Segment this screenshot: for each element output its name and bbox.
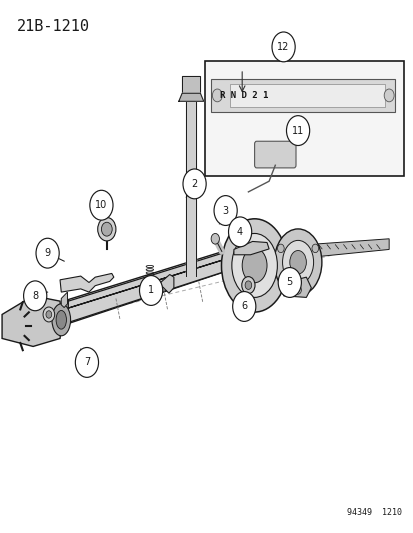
Ellipse shape	[242, 248, 266, 282]
Text: 94349  1210: 94349 1210	[346, 508, 401, 517]
Circle shape	[383, 89, 393, 102]
Text: 5: 5	[286, 278, 292, 287]
Circle shape	[97, 217, 116, 241]
Circle shape	[90, 190, 113, 220]
Polygon shape	[186, 83, 196, 276]
Ellipse shape	[221, 219, 287, 312]
Circle shape	[311, 244, 318, 253]
Circle shape	[183, 169, 206, 199]
Circle shape	[277, 244, 283, 253]
Ellipse shape	[231, 233, 277, 297]
Bar	[211, 79, 394, 112]
Polygon shape	[233, 241, 268, 255]
Circle shape	[244, 281, 251, 289]
Circle shape	[214, 196, 237, 225]
Circle shape	[228, 217, 251, 247]
Circle shape	[46, 311, 52, 318]
Text: 6: 6	[241, 302, 247, 311]
Text: 10: 10	[95, 200, 107, 210]
Bar	[204, 61, 403, 176]
Text: 1: 1	[148, 286, 154, 295]
Polygon shape	[68, 241, 256, 324]
Text: 4: 4	[237, 227, 242, 237]
Polygon shape	[68, 243, 256, 322]
Text: 9: 9	[45, 248, 50, 258]
Polygon shape	[178, 93, 203, 101]
Ellipse shape	[289, 251, 306, 274]
Circle shape	[101, 222, 112, 236]
Polygon shape	[159, 274, 173, 293]
Text: 3: 3	[222, 206, 228, 215]
Circle shape	[286, 116, 309, 146]
FancyBboxPatch shape	[254, 141, 295, 168]
Text: 8: 8	[32, 291, 38, 301]
Circle shape	[294, 286, 301, 294]
Text: 7: 7	[83, 358, 90, 367]
Circle shape	[211, 233, 219, 244]
Text: 2: 2	[191, 179, 197, 189]
Circle shape	[278, 268, 301, 297]
Circle shape	[232, 292, 255, 321]
Polygon shape	[60, 273, 114, 292]
Circle shape	[212, 89, 222, 102]
Ellipse shape	[56, 310, 66, 329]
Circle shape	[271, 32, 294, 62]
Polygon shape	[182, 76, 200, 93]
Bar	[229, 84, 384, 107]
Circle shape	[43, 307, 55, 322]
Ellipse shape	[273, 229, 321, 295]
Text: R N D 2 1: R N D 2 1	[220, 91, 268, 100]
Circle shape	[75, 348, 98, 377]
Ellipse shape	[52, 304, 70, 336]
Text: 11: 11	[291, 126, 304, 135]
Polygon shape	[61, 292, 67, 308]
Polygon shape	[314, 239, 388, 257]
Polygon shape	[2, 296, 62, 346]
Polygon shape	[283, 277, 311, 297]
Text: 21B-1210: 21B-1210	[17, 19, 89, 34]
Circle shape	[241, 277, 254, 294]
Circle shape	[139, 276, 162, 305]
Ellipse shape	[282, 240, 313, 284]
Circle shape	[36, 238, 59, 268]
Circle shape	[24, 281, 47, 311]
Text: 12: 12	[277, 42, 289, 52]
